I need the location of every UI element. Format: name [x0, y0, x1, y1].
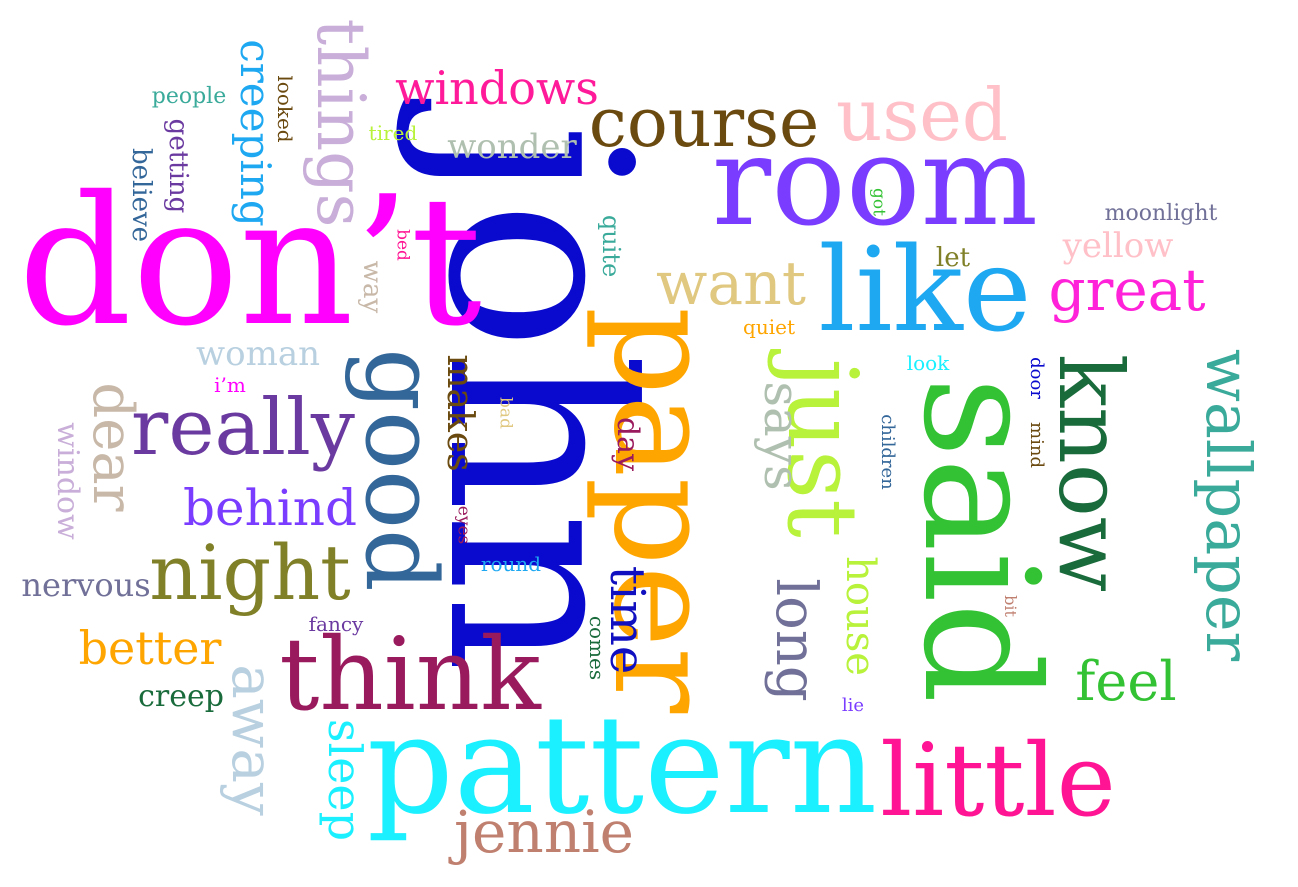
word-think: think [279, 616, 541, 733]
word-night: night [149, 528, 351, 617]
word-behind: behind [183, 479, 357, 537]
word-comes: comes [585, 615, 609, 681]
word-used: used [835, 73, 1009, 157]
word-feel: feel [1075, 650, 1177, 713]
word-bit: bit [1001, 595, 1020, 617]
word-fancy: fancy [308, 612, 364, 636]
word-like: like [818, 223, 1032, 358]
word-quite: quite [597, 214, 625, 278]
word-says: says [753, 381, 811, 491]
word-people: people [151, 84, 227, 109]
word-creeping: creeping [231, 39, 280, 227]
word-yellow: yellow [1062, 226, 1174, 266]
word-better: better [78, 621, 222, 675]
word-room: room [711, 110, 1039, 254]
word-dont: don’t [18, 158, 482, 365]
word-wallpaper: wallpaper [1192, 348, 1265, 662]
word-getting: getting [163, 118, 193, 214]
word-sleep: sleep [318, 718, 372, 842]
word-time: time [599, 565, 655, 675]
word-makes: makes [439, 354, 480, 472]
word-day: day [610, 416, 645, 472]
word-little: little [880, 722, 1116, 839]
word-pattern: pattern [366, 687, 878, 845]
word-nervous: nervous [21, 566, 151, 604]
word-round: round [480, 552, 542, 576]
word-let: let [935, 243, 971, 273]
word-way: way [357, 260, 387, 314]
word-bad: bad [495, 397, 516, 429]
word-house: house [837, 556, 883, 676]
word-believe: believe [126, 147, 156, 243]
word-door: door [1026, 357, 1047, 399]
word-looked: looked [273, 75, 297, 143]
word-woman: woman [196, 334, 320, 374]
word-look: look [906, 351, 950, 375]
word-jennie: jennie [454, 798, 634, 866]
word-children: children [877, 414, 898, 490]
word-im: i’m [214, 373, 246, 397]
word-things: things [302, 18, 379, 228]
word-really: really [131, 383, 355, 473]
word-lie: lie [841, 695, 865, 716]
word-windows: windows [395, 61, 599, 115]
word-eyes: eyes [453, 505, 474, 545]
word-wonder: wonder [447, 127, 577, 167]
word-want: want [656, 249, 806, 319]
word-great: great [1048, 256, 1206, 324]
word-window: window [50, 422, 85, 540]
word-long: long [763, 578, 828, 702]
word-moonlight: moonlight [1104, 201, 1218, 226]
word-tired: tired [368, 121, 418, 145]
word-got: got [868, 188, 889, 216]
word-quiet: quiet [743, 315, 795, 339]
word-mind: mind [1026, 422, 1047, 468]
word-bed: bed [392, 229, 413, 261]
word-good: good [343, 348, 457, 592]
word-dear: dear [80, 382, 145, 512]
word-course: course [588, 84, 820, 163]
word-creep: creep [138, 679, 224, 714]
word-know: know [1039, 353, 1142, 593]
word-away: away [219, 664, 287, 816]
